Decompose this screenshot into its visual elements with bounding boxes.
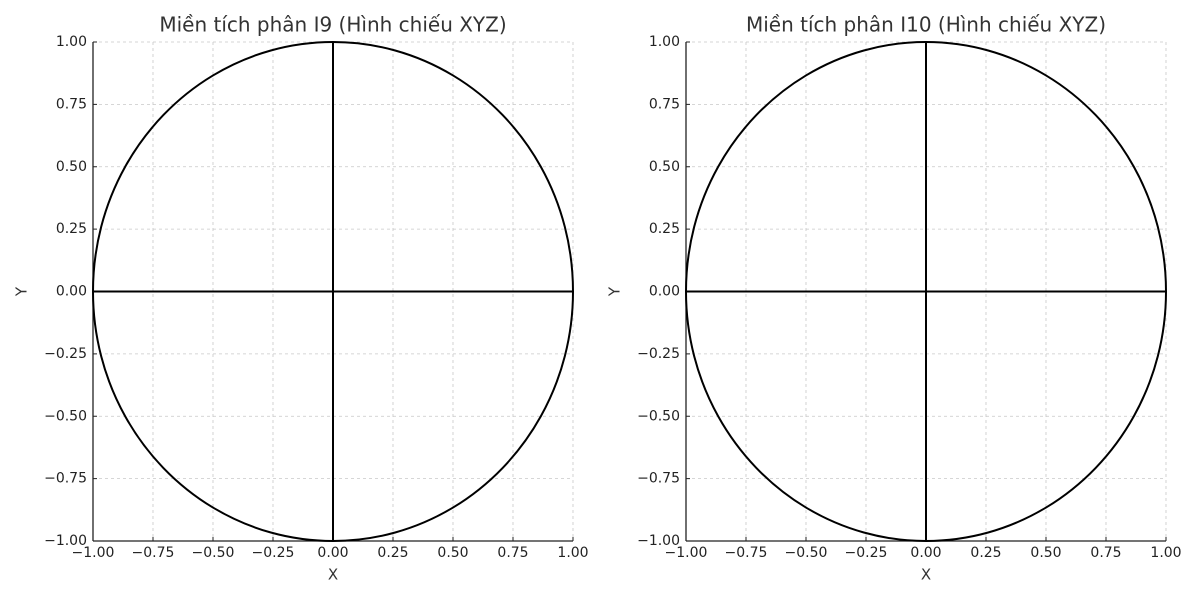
x-tick-label: −1.00 (665, 545, 708, 561)
y-tick-label: 0.00 (649, 284, 680, 300)
y-tick-label: 0.25 (649, 221, 680, 237)
y-tick-label: 0.00 (56, 284, 87, 300)
x-tick-label: 0.00 (317, 545, 348, 561)
x-tick-label: −0.50 (785, 545, 828, 561)
y-tick-label: 1.00 (649, 34, 680, 50)
x-tick-label: 0.75 (1090, 545, 1121, 561)
x-axis-label: X (328, 566, 338, 584)
y-tick-label: 0.50 (649, 159, 680, 175)
x-tick-label: −0.25 (845, 545, 888, 561)
y-tick-label: −0.50 (637, 408, 680, 424)
y-tick-label: 0.50 (56, 159, 87, 175)
chart-title: Miền tích phân I9 (Hình chiếu XYZ) (159, 13, 506, 37)
x-tick-label: 0.50 (1030, 545, 1061, 561)
y-tick-label: −0.50 (44, 408, 87, 424)
y-tick-label: −1.00 (637, 533, 680, 549)
x-tick-label: 0.25 (970, 545, 1001, 561)
x-tick-label: −1.00 (72, 545, 115, 561)
y-tick-label: −0.25 (637, 346, 680, 362)
x-tick-label: 1.00 (1150, 545, 1181, 561)
chart-title: Miền tích phân I10 (Hình chiếu XYZ) (746, 13, 1106, 37)
x-tick-label: 0.00 (910, 545, 941, 561)
y-axis-label: Y (606, 286, 624, 297)
y-tick-label: −0.75 (44, 471, 87, 487)
subplot: −1.00 −0.75 −0.50 −0.25 0.00 0.25 0.50 0.75 1.00… (13, 13, 589, 584)
x-tick-label: −0.50 (192, 545, 235, 561)
x-tick-label: −0.75 (132, 545, 175, 561)
y-axis-label: Y (13, 286, 31, 297)
y-tick-label: −1.00 (44, 533, 87, 549)
y-tick-label: 0.75 (56, 96, 87, 112)
y-tick-label: 0.25 (56, 221, 87, 237)
y-tick-label: 1.00 (56, 34, 87, 50)
y-tick-label: −0.75 (637, 471, 680, 487)
subplot: −1.00 −0.75 −0.50 −0.25 0.00 0.25 0.50 0.75 1.00… (606, 13, 1182, 584)
x-tick-label: 0.25 (377, 545, 408, 561)
y-tick-label: −0.25 (44, 346, 87, 362)
x-tick-label: 0.50 (437, 545, 468, 561)
x-tick-label: 0.75 (497, 545, 528, 561)
x-tick-label: −0.75 (725, 545, 768, 561)
x-tick-label: −0.25 (252, 545, 295, 561)
x-axis-label: X (921, 566, 931, 584)
y-tick-label: 0.75 (649, 96, 680, 112)
x-tick-label: 1.00 (557, 545, 588, 561)
